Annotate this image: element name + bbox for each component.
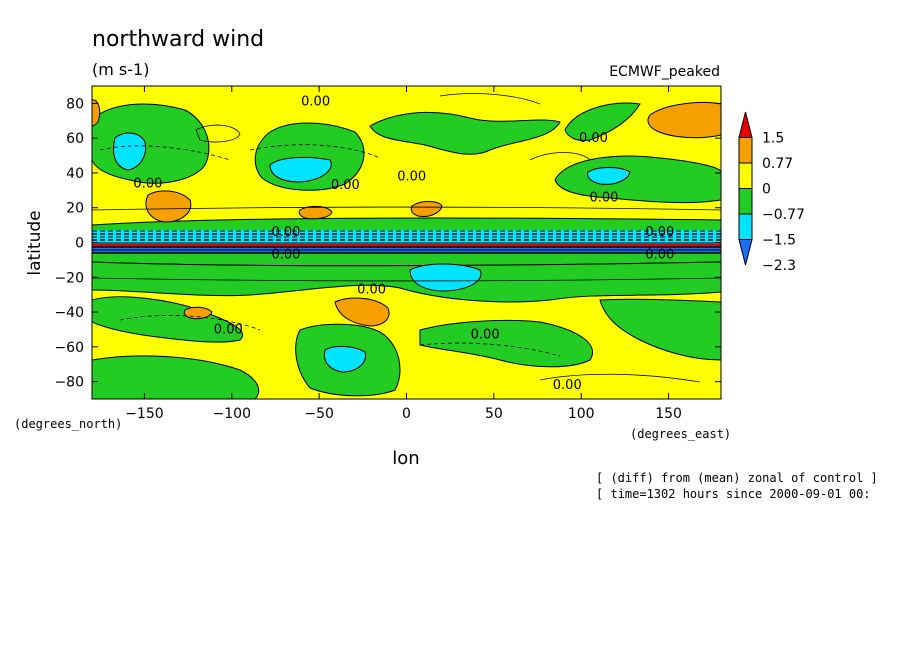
colorbar-label: 0.77 bbox=[762, 156, 793, 172]
negative-region bbox=[92, 355, 260, 399]
negative-region bbox=[92, 103, 210, 184]
contour-labels: 0.00 0.00 0.00 0.00 0.00 0.00 0.00 0.00 0.00 0.00… bbox=[133, 95, 674, 393]
negative-region bbox=[564, 102, 641, 141]
negative-region bbox=[599, 298, 721, 361]
colorbar-swatch bbox=[738, 213, 753, 240]
minor-contour bbox=[439, 93, 541, 105]
y-tick-label: −80 bbox=[54, 375, 84, 391]
positive-core bbox=[647, 102, 721, 139]
strong-negative-core bbox=[323, 345, 367, 373]
contour-label: 0.00 bbox=[397, 169, 426, 184]
positive-core bbox=[145, 190, 192, 223]
contour-label: 0.00 bbox=[471, 328, 500, 343]
chart-title: northward wind bbox=[92, 27, 264, 52]
y-axis-title: latitude bbox=[25, 210, 45, 275]
x-tick-label: 100 bbox=[568, 406, 595, 422]
contour-label: 0.00 bbox=[271, 248, 300, 263]
colorbar-swatch bbox=[738, 162, 753, 189]
contour-label: 0.00 bbox=[589, 190, 618, 205]
minor-contour bbox=[99, 145, 231, 161]
contour-label: 0.00 bbox=[271, 225, 300, 240]
strong-negative-core bbox=[409, 263, 482, 292]
strong-negative-core bbox=[587, 167, 631, 185]
y-axis: 80 60 40 20 0 −20 −40 −60 −80 bbox=[54, 96, 721, 391]
positive-core bbox=[298, 205, 333, 220]
contour-label: 0.00 bbox=[553, 378, 582, 393]
y-tick-label: −20 bbox=[54, 270, 84, 286]
x-tick-label: 0 bbox=[402, 406, 411, 422]
dataset-label: ECMWF_peaked bbox=[609, 64, 720, 80]
y-units-label: (degrees_north) bbox=[14, 417, 122, 431]
colorbar-label: 1.5 bbox=[762, 131, 784, 147]
chart-units: (m s-1) bbox=[92, 60, 149, 79]
equatorial-band bbox=[92, 244, 721, 246]
minor-contour bbox=[539, 373, 701, 383]
x-tick-label: −150 bbox=[125, 406, 163, 422]
x-tick-label: 50 bbox=[485, 406, 503, 422]
x-axis: −150 −100 −50 0 50 100 150 bbox=[125, 86, 682, 422]
negative-region bbox=[92, 261, 721, 303]
y-tick-label: 80 bbox=[66, 96, 84, 112]
colorbar-swatch bbox=[738, 137, 753, 164]
colorbar-label: −0.77 bbox=[762, 207, 805, 223]
contour-label: 0.00 bbox=[357, 282, 386, 297]
y-tick-label: 0 bbox=[75, 236, 84, 252]
x-tick-label: −50 bbox=[304, 406, 334, 422]
contour-label: 0.00 bbox=[645, 248, 674, 263]
equatorial-contours bbox=[92, 230, 721, 254]
negative-region bbox=[92, 296, 243, 343]
equatorial-band bbox=[92, 252, 721, 256]
colorbar-swatch bbox=[738, 188, 753, 215]
minor-contour bbox=[419, 342, 561, 357]
colorbar-swatch bbox=[738, 239, 753, 266]
negative-region bbox=[369, 111, 561, 155]
x-axis-title: lon bbox=[392, 448, 419, 469]
strong-negative-core bbox=[269, 156, 332, 183]
x-tick-label: −100 bbox=[213, 406, 251, 422]
colorbar-swatch bbox=[738, 111, 753, 138]
y-tick-label: −60 bbox=[54, 340, 84, 356]
x-tick-label: 150 bbox=[655, 406, 682, 422]
contour-label: 0.00 bbox=[133, 176, 162, 191]
x-units-label: (degrees_east) bbox=[630, 427, 731, 441]
negative-region bbox=[554, 155, 721, 204]
equatorial-band bbox=[92, 246, 721, 252]
footnote-1: [ (diff) from (mean) zonal of control ] bbox=[596, 471, 878, 485]
minor-contour bbox=[529, 152, 591, 161]
negative-region bbox=[419, 319, 593, 368]
positive-core bbox=[410, 201, 443, 217]
minor-contour bbox=[92, 206, 721, 211]
colorbar-label: −2.3 bbox=[762, 258, 796, 274]
y-tick-label: 40 bbox=[66, 166, 84, 182]
minor-contour bbox=[92, 277, 721, 282]
contour-label: 0.00 bbox=[579, 131, 608, 146]
contour-label: 0.00 bbox=[645, 225, 674, 240]
positive-core bbox=[334, 297, 390, 327]
minor-contour bbox=[249, 144, 381, 159]
strong-negative-core bbox=[113, 132, 147, 171]
minor-contour bbox=[195, 124, 241, 143]
colorbar: 1.5 0.77 0 −0.77 −1.5 −2.3 bbox=[738, 111, 805, 274]
y-tick-label: 20 bbox=[66, 201, 84, 217]
contour-label: 0.00 bbox=[214, 322, 243, 337]
colorbar-label: 0 bbox=[762, 182, 771, 198]
y-tick-label: −40 bbox=[54, 305, 84, 321]
y-tick-label: 60 bbox=[66, 131, 84, 147]
minor-contour bbox=[119, 315, 261, 331]
colorbar-label: −1.5 bbox=[762, 233, 796, 249]
contour-label: 0.00 bbox=[331, 178, 360, 193]
contour-field bbox=[92, 86, 721, 399]
footnote-2: [ time=1302 hours since 2000-09-01 00: bbox=[596, 487, 871, 501]
contour-label: 0.00 bbox=[301, 95, 330, 110]
